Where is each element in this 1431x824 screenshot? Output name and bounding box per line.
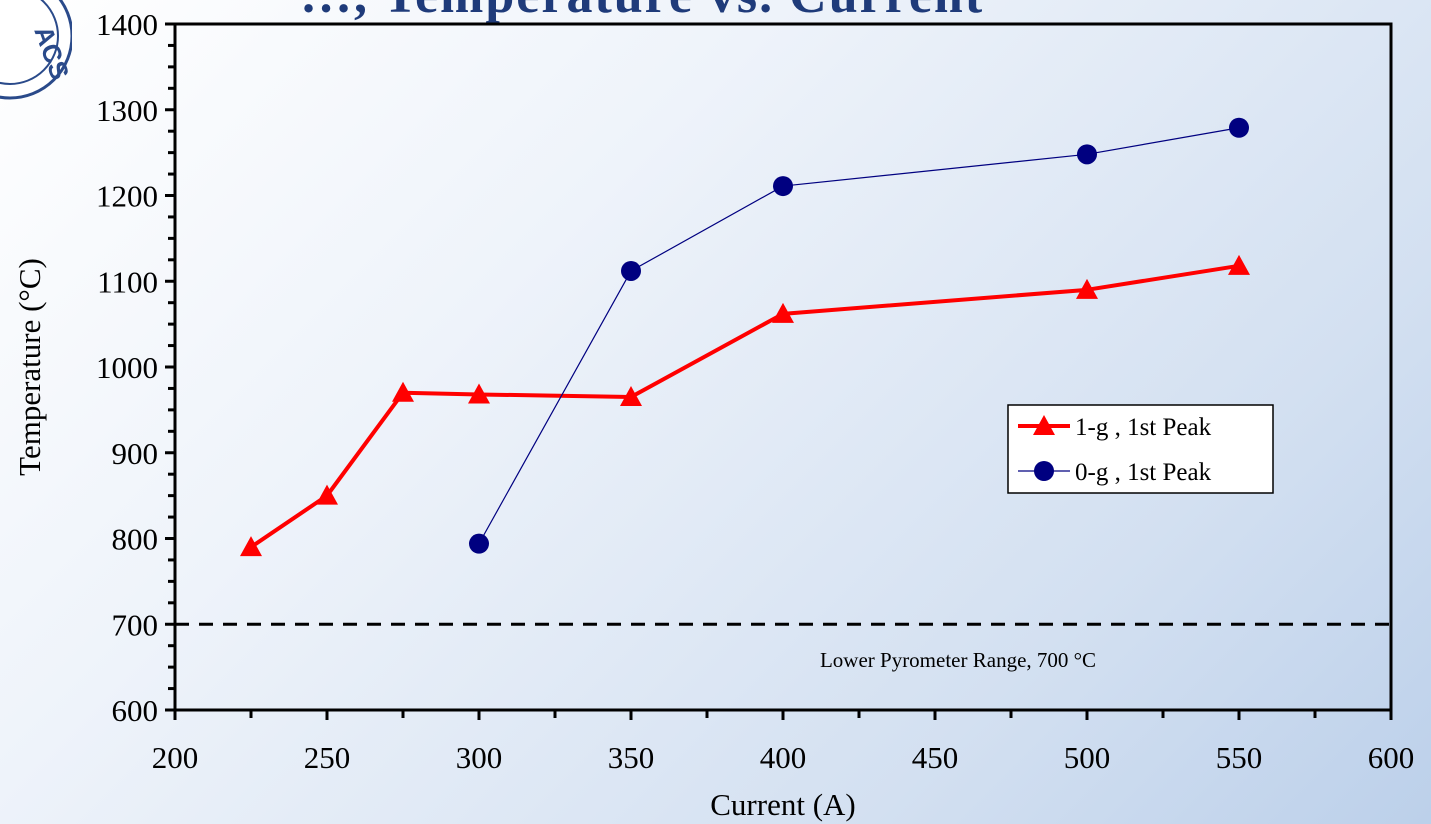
point-1g-275 <box>392 381 414 402</box>
point-1g-250 <box>316 484 338 505</box>
legend-label-1g: 1-g , 1st Peak <box>1075 414 1212 441</box>
legend-marker-1g <box>1033 415 1055 435</box>
y-tick-label-800: 800 <box>112 522 159 557</box>
point-1g-300 <box>468 383 490 404</box>
y-tick-label-1200: 1200 <box>96 179 158 214</box>
y-tick-label-1300: 1300 <box>96 93 158 128</box>
point-1g-400 <box>772 302 794 323</box>
reference-line-label: Lower Pyrometer Range, 700 °C <box>820 648 1096 672</box>
series-layer <box>240 117 1250 557</box>
x-tick-label-550: 550 <box>1216 740 1263 775</box>
series-line-0 <box>249 263 1240 549</box>
y-tick-label-1100: 1100 <box>97 264 158 299</box>
point-0g-400 <box>773 176 793 197</box>
point-1g-500 <box>1076 278 1098 299</box>
y-axis: 600 700 800 900 1000 1100 1200 1300 1400 <box>96 7 175 728</box>
y-tick-label-700: 700 <box>112 607 159 642</box>
x-tick-label-500: 500 <box>1064 740 1111 775</box>
point-1g-225 <box>240 536 262 557</box>
x-axis: 200 250 300 350 400 450 500 550 600 <box>152 710 1415 775</box>
legend-box <box>1007 404 1274 494</box>
x-tick-label-350: 350 <box>608 740 655 775</box>
x-tick-label-200: 200 <box>152 740 199 775</box>
x-tick-label-300: 300 <box>456 740 503 775</box>
y-tick-label-1400: 1400 <box>96 7 158 42</box>
point-0g-350 <box>621 260 641 281</box>
y-tick-label-900: 900 <box>112 436 159 471</box>
legend-marker-0g <box>1034 461 1054 481</box>
y-tick-label-1000: 1000 <box>96 350 158 385</box>
point-1g-350 <box>620 386 642 407</box>
x-tick-label-600: 600 <box>1368 740 1415 775</box>
legend-label-0g: 0-g , 1st Peak <box>1075 459 1212 486</box>
x-tick-label-250: 250 <box>304 740 351 775</box>
x-tick-label-450: 450 <box>912 740 959 775</box>
x-tick-label-400: 400 <box>760 740 807 775</box>
point-1g-550 <box>1228 254 1250 275</box>
y-tick-label-600: 600 <box>112 693 159 728</box>
legend: 1-g , 1st Peak 0-g , 1st Peak <box>1007 404 1274 494</box>
point-0g-550 <box>1229 117 1249 138</box>
plot-area <box>173 22 1393 712</box>
y-axis-title: Temperature (°C) <box>12 258 47 476</box>
point-0g-300 <box>469 533 489 554</box>
point-0g-500 <box>1077 144 1097 165</box>
logo-seal-icon: ACS <box>0 0 72 100</box>
slide-title: …, Temperature vs. Current <box>300 0 1300 26</box>
x-axis-title: Current (A) <box>710 787 855 822</box>
